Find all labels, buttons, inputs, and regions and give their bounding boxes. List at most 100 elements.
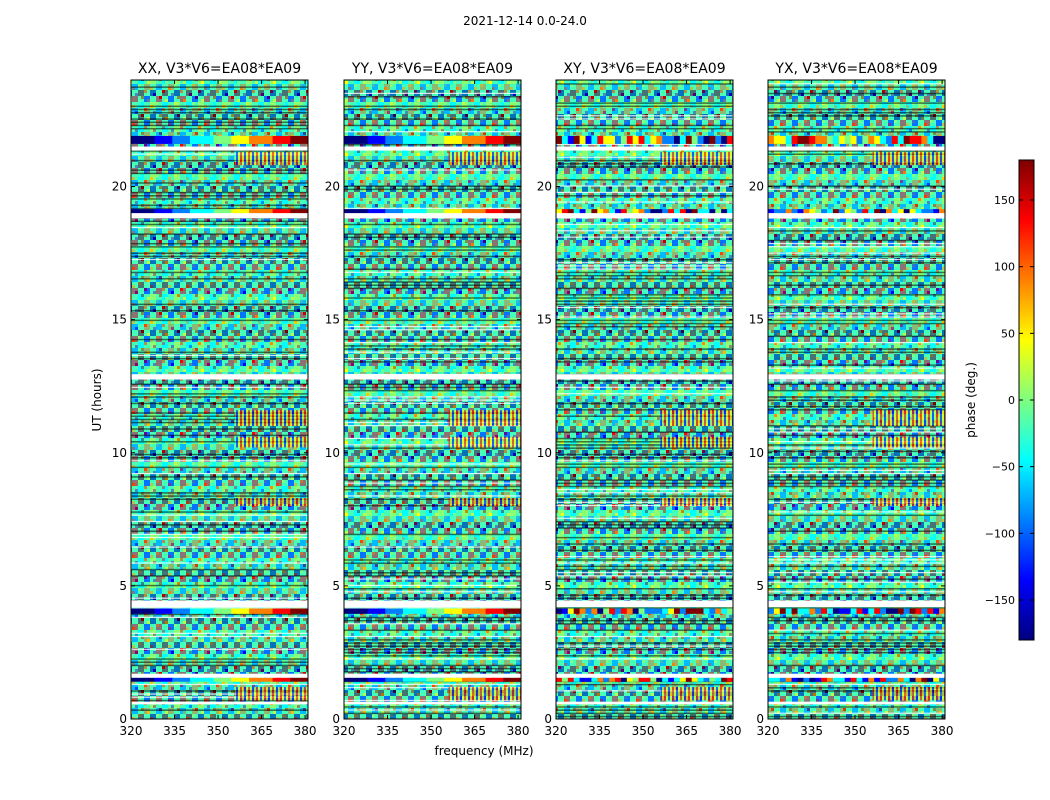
- smooth-phase-band: [832, 135, 840, 144]
- smooth-phase-band: [485, 608, 492, 614]
- scan-boundary: [768, 150, 945, 152]
- smooth-phase-band: [674, 608, 681, 614]
- smooth-phase-band: [243, 608, 250, 614]
- smooth-phase-band: [142, 608, 150, 614]
- scan-boundary: [768, 444, 945, 446]
- scan-boundary: [344, 664, 521, 667]
- scan-gap-line: [768, 188, 945, 190]
- smooth-phase-band: [856, 135, 863, 144]
- smooth-phase-band: [408, 677, 416, 682]
- smooth-phase-band: [296, 135, 303, 144]
- smooth-phase-band: [868, 209, 875, 215]
- smooth-phase-band: [838, 209, 846, 215]
- smooth-phase-band: [862, 608, 869, 614]
- smooth-phase-band: [497, 135, 504, 144]
- smooth-phase-band: [515, 608, 522, 614]
- scan-boundary: [344, 236, 521, 239]
- fringe-region: [872, 498, 945, 506]
- scan-boundary: [131, 278, 308, 280]
- scan-boundary: [768, 457, 945, 459]
- smooth-phase-band: [779, 677, 787, 682]
- smooth-phase-band: [809, 677, 816, 682]
- scan-boundary: [556, 466, 733, 469]
- panel-yx: YX, V3*V6=EA08*EA09 320 335 350 365 380 0 5 10 15…: [749, 61, 954, 738]
- smooth-phase-band: [609, 677, 616, 682]
- smooth-phase-band: [591, 209, 598, 215]
- smooth-phase-band: [237, 677, 244, 682]
- smooth-phase-band: [213, 135, 220, 144]
- x-tick-label: 365: [887, 724, 910, 738]
- smooth-phase-band: [791, 677, 798, 682]
- smooth-phase-band: [456, 135, 463, 144]
- smooth-phase-band: [662, 608, 669, 614]
- smooth-phase-band: [284, 608, 291, 614]
- scan-boundary: [768, 498, 945, 501]
- smooth-phase-band: [561, 135, 569, 144]
- scan-gap-line: [768, 591, 945, 593]
- scan-boundary: [768, 364, 945, 366]
- scan-boundary: [131, 121, 308, 124]
- smooth-phase-band: [579, 677, 586, 682]
- smooth-phase-band: [674, 135, 681, 144]
- flagged-gap: [344, 374, 521, 380]
- smooth-phase-band: [815, 677, 822, 682]
- scan-boundary: [556, 482, 733, 485]
- scan-boundary: [768, 335, 945, 338]
- smooth-phase-band: [184, 677, 191, 682]
- smooth-phase-band: [444, 135, 451, 144]
- scan-gap-line: [344, 591, 521, 593]
- y-tick-label: 5: [756, 579, 764, 593]
- smooth-phase-band: [727, 135, 734, 144]
- smooth-phase-band: [219, 608, 226, 614]
- smooth-phase-band: [709, 209, 716, 215]
- y-tick-label: 20: [112, 180, 127, 194]
- smooth-phase-band: [272, 209, 279, 215]
- smooth-phase-band: [827, 209, 834, 215]
- scan-boundary: [131, 150, 308, 152]
- scan-gap-line: [556, 690, 733, 692]
- scan-boundary: [344, 645, 521, 648]
- scan-boundary: [768, 434, 945, 437]
- scan-gap-line: [768, 367, 945, 369]
- smooth-phase-band: [131, 608, 138, 614]
- smooth-phase-band: [473, 677, 481, 682]
- smooth-phase-band: [897, 209, 905, 215]
- smooth-phase-band: [809, 209, 816, 215]
- smooth-phase-band: [567, 677, 575, 682]
- smooth-phase-band: [195, 209, 203, 215]
- y-tick-label: 15: [537, 313, 552, 327]
- smooth-phase-band: [691, 135, 699, 144]
- smooth-phase-band: [266, 135, 274, 144]
- smooth-phase-band: [444, 209, 451, 215]
- fringe-region: [660, 687, 733, 701]
- scan-boundary: [556, 568, 733, 571]
- flagged-gap: [556, 673, 733, 678]
- scan-boundary: [556, 712, 733, 715]
- y-tick-label: 5: [332, 579, 340, 593]
- smooth-phase-band: [349, 135, 357, 144]
- scan-boundary: [131, 524, 308, 526]
- scan-boundary: [768, 530, 945, 532]
- flagged-gap: [556, 213, 733, 219]
- smooth-phase-band: [891, 209, 899, 215]
- smooth-phase-band: [674, 677, 681, 682]
- smooth-phase-band: [131, 677, 138, 682]
- scan-gap-line: [344, 396, 521, 398]
- scan-boundary: [344, 575, 521, 577]
- smooth-phase-band: [207, 608, 215, 614]
- figure-suptitle: 2021-12-14 0.0-24.0: [463, 14, 587, 28]
- smooth-phase-band: [515, 209, 522, 215]
- panel-title: XX, V3*V6=EA08*EA09: [138, 61, 301, 77]
- smooth-phase-band: [662, 677, 669, 682]
- scan-boundary: [344, 188, 521, 191]
- scan-boundary: [556, 274, 733, 277]
- smooth-phase-band: [567, 608, 575, 614]
- scan-gap-line: [768, 469, 945, 471]
- smooth-phase-band: [903, 677, 911, 682]
- smooth-phase-band: [195, 135, 203, 144]
- scan-boundary: [131, 351, 308, 354]
- scan-boundary: [344, 488, 521, 491]
- smooth-phase-band: [821, 677, 828, 682]
- x-tick-label: 335: [376, 724, 399, 738]
- smooth-phase-band: [296, 209, 303, 215]
